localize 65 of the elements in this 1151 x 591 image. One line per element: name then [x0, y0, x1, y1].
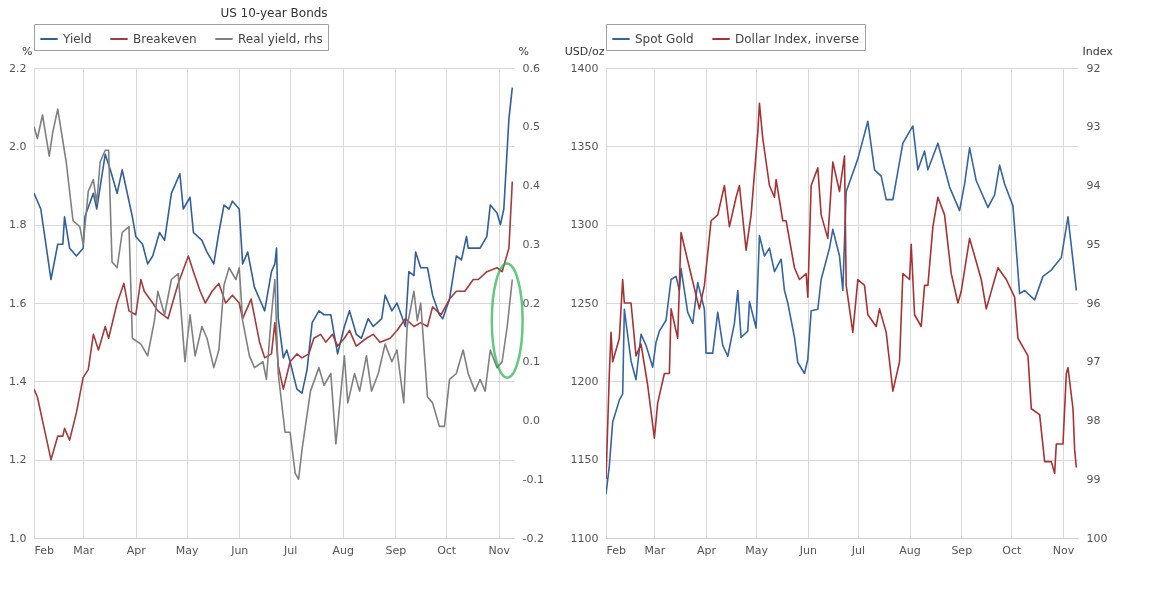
y2-tick-label: 96 — [1086, 296, 1101, 310]
x-tick-label: Oct — [437, 543, 457, 557]
x-tick-label: Nov — [488, 543, 511, 557]
x-tick-label: May — [745, 543, 769, 557]
y-tick-label: 1250 — [570, 296, 599, 310]
y2-tick-label: 95 — [1086, 237, 1101, 251]
y2-tick-label: 0.2 — [522, 296, 540, 310]
legend-label: Spot Gold — [635, 32, 694, 46]
y-tick-label: 1.2 — [9, 453, 27, 467]
y-axis-title: USD/oz — [564, 44, 605, 58]
x-tick-label: Jun — [230, 543, 249, 557]
x-tick-label: Mar — [644, 543, 666, 557]
y2-tick-label: 92 — [1086, 61, 1101, 75]
y2-tick-label: 0.3 — [522, 237, 540, 251]
y-tick-label: 1300 — [570, 218, 599, 232]
x-tick-label: Sep — [385, 543, 407, 557]
y-tick-label: 1100 — [570, 531, 599, 545]
y-tick-label: 1400 — [570, 61, 599, 75]
x-tick-label: Nov — [1052, 543, 1075, 557]
y-tick-label: 1350 — [570, 139, 599, 153]
y2-tick-label: 99 — [1086, 472, 1101, 486]
y2-tick-label: 0.1 — [522, 355, 540, 369]
y2-axis-title: % — [518, 44, 529, 58]
y2-tick-label: 0.6 — [522, 61, 540, 75]
y-tick-label: 1.6 — [9, 296, 27, 310]
y-tick-label: 1.4 — [9, 374, 27, 388]
x-tick-label: Mar — [73, 543, 95, 557]
y-tick-label: 2.2 — [9, 61, 27, 75]
line-series — [34, 108, 514, 481]
y2-tick-label: 0.4 — [522, 179, 540, 192]
y2-tick-label: -0.1 — [522, 472, 544, 486]
y2-tick-label: -0.2 — [522, 531, 544, 545]
y2-tick-label: 0.0 — [522, 414, 540, 427]
x-tick-label: Jul — [850, 543, 865, 557]
legend-label: Yield — [62, 32, 92, 46]
y2-tick-label: 98 — [1086, 414, 1101, 427]
y-tick-label: 2.0 — [9, 139, 27, 153]
x-tick-label: Apr — [126, 543, 147, 557]
y2-axis-title: Index — [1082, 44, 1114, 58]
chart-title: US 10-year Bonds — [220, 5, 328, 20]
line-series — [34, 180, 514, 461]
y2-tick-label: 0.5 — [522, 120, 540, 134]
y2-tick-label: 94 — [1086, 179, 1101, 192]
x-tick-label: Apr — [697, 543, 717, 557]
x-tick-label: Jun — [798, 543, 817, 557]
x-tick-label: Sep — [951, 543, 973, 557]
y2-tick-label: 97 — [1086, 355, 1101, 369]
x-tick-label: Feb — [34, 543, 54, 557]
y-tick-label: 1.8 — [9, 218, 27, 232]
y2-tick-label: 93 — [1086, 120, 1101, 134]
x-tick-label: Feb — [606, 543, 626, 557]
line-series — [34, 86, 514, 394]
legend-label: Breakeven — [133, 32, 197, 46]
y-axis-title: % — [22, 44, 33, 58]
x-tick-label: Aug — [899, 543, 921, 557]
y2-tick-label: 100 — [1086, 531, 1108, 545]
y-tick-label: 1200 — [570, 374, 599, 388]
x-tick-label: Aug — [332, 543, 354, 557]
x-tick-label: Jul — [282, 543, 298, 557]
x-tick-label: Oct — [1002, 543, 1022, 557]
legend-label: Real yield, rhs — [238, 32, 323, 46]
legend-label: Dollar Index, inverse — [735, 32, 860, 46]
y-tick-label: 1150 — [570, 453, 599, 467]
x-tick-label: May — [175, 543, 200, 557]
y-tick-label: 1.0 — [9, 531, 27, 545]
